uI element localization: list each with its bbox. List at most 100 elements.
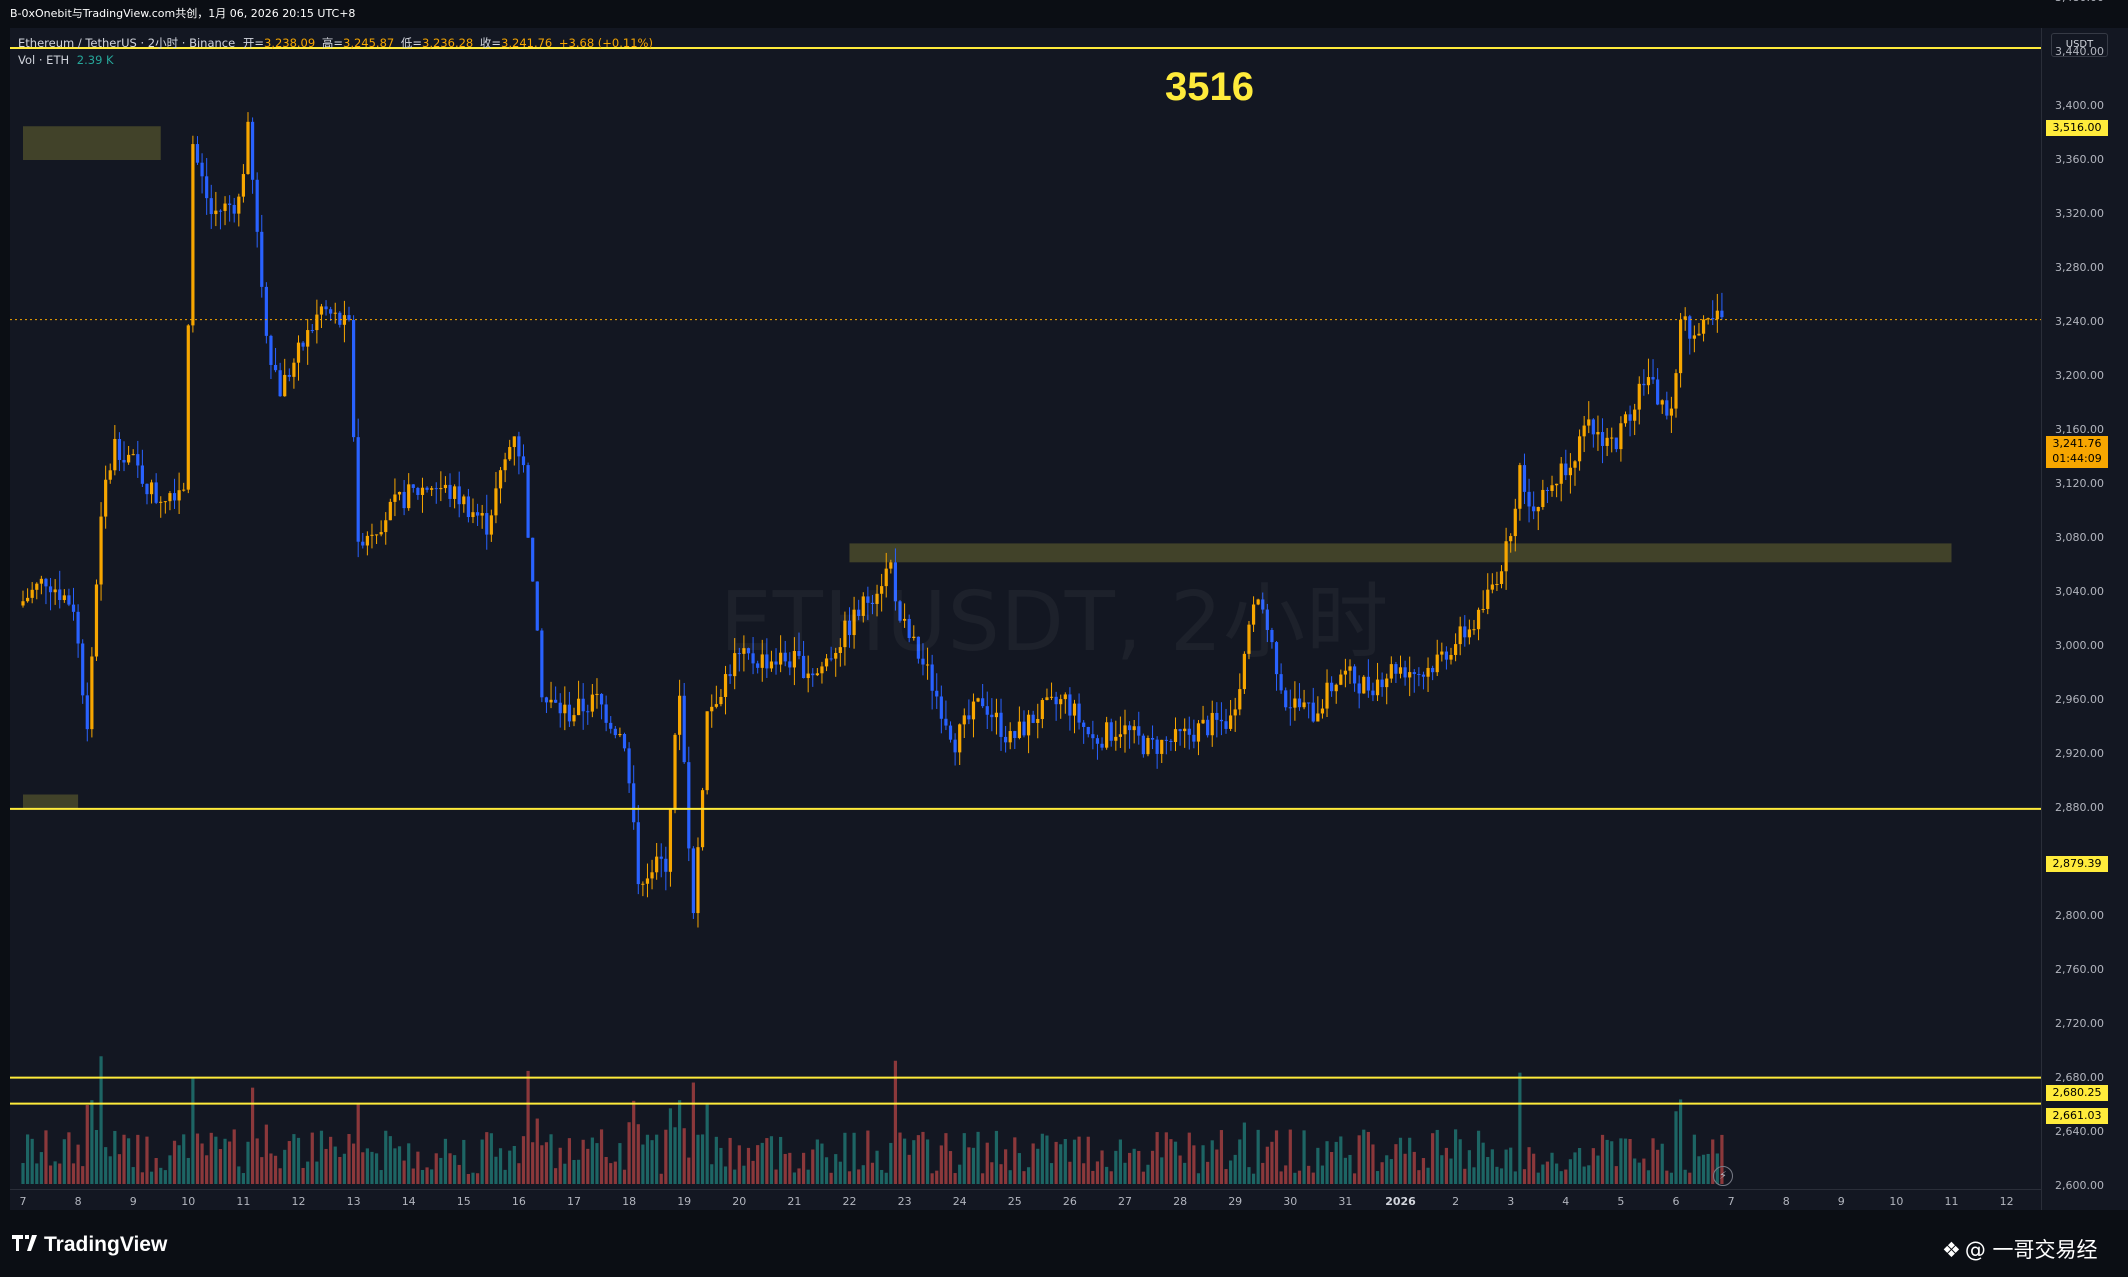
candle-body: [613, 728, 617, 736]
price-axis[interactable]: [2041, 28, 2128, 1210]
candle-body: [985, 706, 989, 715]
volume-bar: [489, 1133, 493, 1184]
symbol-name[interactable]: Ethereum / TetherUS · 2小时 · Binance: [18, 36, 236, 50]
volume-bar: [1274, 1130, 1279, 1184]
candle-body: [1490, 584, 1494, 590]
volume-bar: [1633, 1158, 1637, 1184]
volume-bar: [209, 1132, 213, 1184]
candle-body: [1444, 651, 1449, 660]
volume-bar: [425, 1167, 429, 1184]
volume-bar: [480, 1139, 484, 1184]
volume-bar: [443, 1138, 448, 1184]
volume-bar: [1628, 1139, 1632, 1184]
candle-body: [847, 620, 852, 636]
volume-bar: [925, 1139, 930, 1184]
candle-body: [1495, 583, 1499, 585]
volume-bar: [416, 1151, 420, 1184]
time-tick: 16: [511, 1195, 526, 1208]
candle-body: [1522, 465, 1527, 492]
candle-body: [733, 653, 737, 677]
volume-bar: [1495, 1166, 1499, 1184]
time-tick: 3: [1507, 1195, 1515, 1208]
volume-bar: [71, 1163, 76, 1184]
candle-body: [1619, 423, 1623, 450]
candle-body: [889, 562, 893, 569]
candle-body: [962, 715, 966, 725]
chart-frame[interactable]: [10, 28, 2128, 1210]
volume-bar: [930, 1173, 934, 1184]
volume-bar: [1288, 1129, 1292, 1184]
volume-bar: [1646, 1170, 1651, 1184]
candle-body: [843, 620, 847, 648]
candle-body: [159, 501, 163, 503]
volume-bar: [1522, 1169, 1527, 1184]
volume-bar: [1656, 1149, 1660, 1184]
candle-body: [861, 596, 865, 616]
low-label: 低=: [400, 36, 423, 50]
candle-body: [990, 714, 994, 718]
candle-body: [140, 465, 144, 484]
candle-body: [269, 335, 273, 365]
time-axis[interactable]: [10, 1189, 2041, 1211]
candle-body: [209, 198, 213, 215]
candle-body: [581, 698, 585, 712]
volume-bar: [572, 1159, 576, 1184]
candle-body: [1642, 383, 1646, 386]
candle-body: [475, 512, 480, 516]
volume-bar: [1651, 1138, 1655, 1184]
candle-body: [728, 674, 732, 677]
volume-bar: [756, 1145, 760, 1184]
volume-bar: [53, 1161, 57, 1184]
candle-body: [232, 204, 236, 214]
volume-bar: [191, 1077, 195, 1184]
candle-body: [838, 647, 842, 653]
candle-body: [756, 663, 760, 668]
candle-body: [352, 319, 356, 438]
candle-body: [443, 484, 448, 489]
candle-body: [884, 568, 888, 587]
candle-body: [154, 482, 158, 503]
volume-bar: [237, 1166, 241, 1184]
level-annotation[interactable]: 3516: [1165, 65, 1254, 109]
candle-body: [916, 636, 920, 659]
volume-bar: [526, 1070, 530, 1184]
volume-bar: [985, 1142, 989, 1184]
candle-body: [678, 695, 682, 735]
price-tick: 3,040.00: [2055, 585, 2104, 598]
volume-bar: [857, 1169, 861, 1184]
volume-bar: [195, 1133, 200, 1184]
volume-bar: [875, 1150, 879, 1184]
volume-bar: [1582, 1166, 1586, 1184]
volume-bar: [1238, 1139, 1242, 1184]
lightning-icon[interactable]: ⚡: [1713, 1166, 1733, 1186]
candle-body: [719, 696, 723, 705]
candle-body: [875, 593, 879, 604]
volume-bar: [1063, 1139, 1067, 1184]
candle-body: [94, 584, 99, 657]
volume-bar: [283, 1149, 287, 1184]
candle-body: [1545, 489, 1550, 492]
tradingview-logo[interactable]: TradingView: [12, 1233, 167, 1257]
candle-body: [48, 586, 53, 593]
volume-bar: [99, 1056, 103, 1184]
time-tick: 24: [952, 1195, 967, 1208]
volume-bar: [1476, 1130, 1481, 1184]
volume-bar: [866, 1130, 870, 1184]
candle-body: [746, 648, 751, 654]
candle-body: [632, 783, 636, 823]
candle-body: [1040, 700, 1044, 720]
chart-canvas[interactable]: [10, 28, 2041, 1210]
volume-bar: [801, 1152, 806, 1184]
currency-selector[interactable]: USDT: [2051, 33, 2108, 57]
volume-label[interactable]: Vol · ETH: [18, 53, 70, 67]
candle-body: [1206, 719, 1210, 736]
candle-body: [1692, 335, 1696, 339]
volume-bar: [1201, 1145, 1205, 1184]
volume-bar: [448, 1153, 452, 1184]
volume-bar: [820, 1143, 824, 1184]
candle-body: [1532, 506, 1536, 512]
volume-bar: [1403, 1153, 1407, 1184]
volume-bar: [659, 1173, 663, 1184]
volume-bar: [48, 1165, 53, 1184]
volume-bar: [1261, 1162, 1265, 1184]
